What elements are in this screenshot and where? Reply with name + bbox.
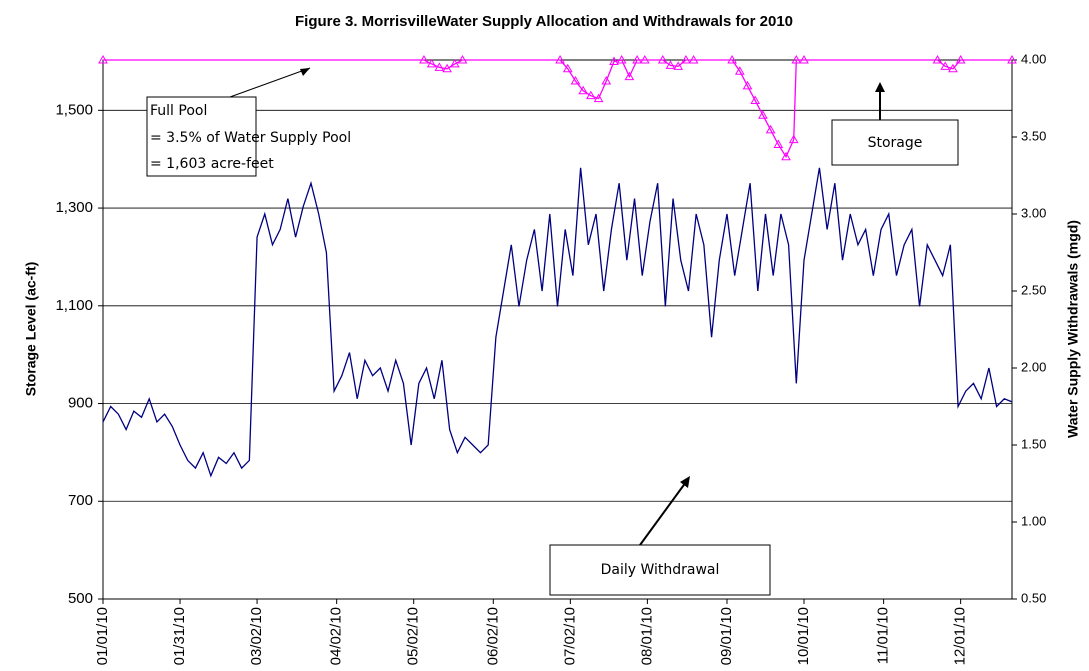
y2-axis-title: Water Supply Withdrawals (mgd) <box>1065 220 1081 438</box>
y-tick-label: 900 <box>68 395 93 412</box>
point-marker <box>601 76 612 85</box>
point-marker <box>758 110 768 119</box>
point-marker <box>742 80 753 90</box>
point-marker <box>457 54 468 64</box>
point-marker <box>788 134 799 144</box>
y-tick-label: 500 <box>68 590 93 607</box>
point-marker <box>799 54 809 64</box>
y2-tick-label: 1.00 <box>1021 513 1046 528</box>
series-label: Storage <box>868 135 923 151</box>
point-marker <box>586 90 596 100</box>
series-line <box>102 167 1013 478</box>
point-marker <box>624 71 635 81</box>
point-marker <box>639 54 650 64</box>
point-marker <box>940 61 951 70</box>
arrow-head <box>680 476 690 488</box>
point-marker <box>442 63 452 73</box>
point-marker <box>609 56 619 65</box>
annotation: = 3.5% of Water Supply Pool <box>150 130 351 146</box>
point-marker <box>750 95 761 105</box>
point-marker <box>98 54 108 64</box>
point-marker <box>632 54 642 64</box>
point-marker <box>727 54 737 64</box>
x-tick-label: 05/02/10 <box>405 607 422 665</box>
point-marker <box>616 54 627 64</box>
marks <box>98 54 1017 478</box>
point-marker <box>1007 54 1017 64</box>
point-marker <box>434 62 445 71</box>
point-marker <box>419 54 429 64</box>
point-marker <box>765 124 776 134</box>
y-tick-label: 1,500 <box>55 101 93 118</box>
series-label-box <box>831 119 959 166</box>
point-marker <box>562 63 573 73</box>
y2-tick-label: 1.50 <box>1021 436 1046 451</box>
point-marker <box>673 61 684 70</box>
x-tick-label: 06/02/10 <box>484 607 501 665</box>
x-tick-label: 04/02/10 <box>328 607 345 665</box>
y-tick-label: 700 <box>68 492 93 509</box>
point-marker <box>657 54 668 64</box>
point-marker <box>955 54 966 64</box>
series-label-box <box>549 544 771 596</box>
y2-tick-label: 0.50 <box>1021 590 1046 605</box>
x-tick-label: 10/01/10 <box>795 607 812 665</box>
y2-tick-label: 3.50 <box>1021 128 1046 143</box>
x-tick-label: 01/01/10 <box>94 607 111 665</box>
annotation: = 1,603 acre-feet <box>150 156 274 172</box>
point-marker <box>932 54 943 64</box>
y-axis-title: Storage Level (ac-ft) <box>23 262 39 397</box>
annotation-box <box>146 96 257 177</box>
point-marker <box>555 54 565 64</box>
y-tick-label: 1,100 <box>55 297 93 314</box>
x-tick-label: 09/01/10 <box>718 607 735 665</box>
point-marker <box>688 54 699 64</box>
arrow <box>639 481 687 546</box>
arrow-head <box>875 82 885 92</box>
chart-title: Figure 3. MorrisvilleWater Supply Alloca… <box>295 13 793 30</box>
arrow-head <box>300 68 310 76</box>
y2-tick-label: 2.50 <box>1021 282 1046 297</box>
annotations: Full Pool = 3.5% of Water Supply Pool = … <box>146 67 959 596</box>
point-marker <box>791 54 802 64</box>
point-marker <box>734 66 745 75</box>
arrow <box>229 67 311 98</box>
point-marker <box>948 63 958 73</box>
point-marker <box>773 139 784 149</box>
x-tick-label: 08/01/10 <box>638 607 655 665</box>
point-marker <box>578 85 589 95</box>
y2-tick-label: 2.00 <box>1021 359 1046 374</box>
y2-tick-label: 3.00 <box>1021 205 1046 220</box>
x-tick-label: 11/01/10 <box>875 607 892 664</box>
annotation: Full Pool <box>150 103 207 119</box>
point-marker <box>665 60 676 69</box>
y-tick-label: 1,300 <box>55 199 93 216</box>
point-marker <box>426 58 437 68</box>
series-label: Daily Withdrawal <box>601 562 720 578</box>
x-tick-label: 03/02/10 <box>248 607 265 665</box>
x-tick-label: 07/02/10 <box>561 607 578 665</box>
x-tick-label: 12/01/10 <box>952 607 969 665</box>
point-marker <box>781 151 791 161</box>
point-marker <box>681 54 691 64</box>
point-marker <box>449 58 460 68</box>
y2-tick-label: 4.00 <box>1021 51 1046 66</box>
point-marker <box>570 76 581 85</box>
point-marker <box>593 93 604 103</box>
x-tick-label: 01/31/10 <box>171 607 188 665</box>
